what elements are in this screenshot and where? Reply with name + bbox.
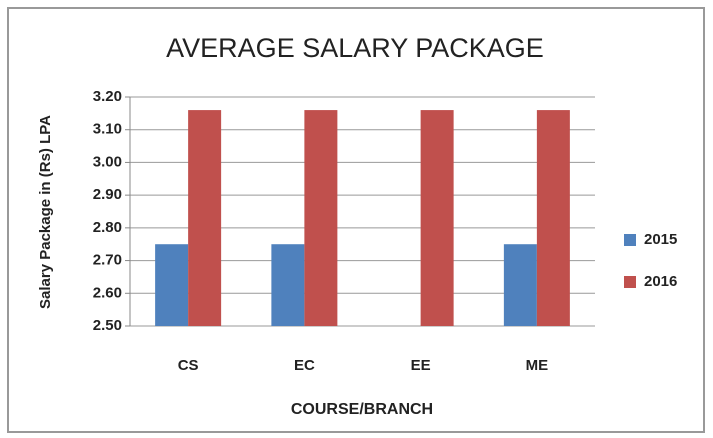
bar — [155, 244, 189, 326]
legend-swatch — [624, 234, 636, 246]
bar — [503, 244, 537, 326]
bar — [188, 110, 222, 326]
x-tick-label: EE — [411, 357, 431, 374]
y-tick-label: 3.10 — [93, 121, 122, 138]
x-axis-label: COURSE/BRANCH — [291, 401, 433, 418]
legend-label: 2016 — [644, 273, 677, 290]
x-tick-label: ME — [526, 357, 549, 374]
y-tick-label: 2.50 — [93, 317, 122, 334]
chart-title: AVERAGE SALARY PACKAGE — [166, 33, 544, 63]
legend-label: 2015 — [644, 231, 677, 248]
legend-swatch — [624, 276, 636, 288]
bar — [536, 110, 570, 326]
y-tick-label: 2.80 — [93, 219, 122, 236]
y-tick-label: 2.60 — [93, 284, 122, 301]
y-tick-label: 3.00 — [93, 153, 122, 170]
y-tick-label: 2.70 — [93, 252, 122, 269]
bar — [304, 110, 338, 326]
x-tick-label: EC — [294, 357, 315, 374]
y-tick-label: 2.90 — [93, 186, 122, 203]
bar — [271, 244, 305, 326]
y-axis-label: Salary Package in (Rs) LPA — [37, 115, 54, 309]
y-tick-label: 3.20 — [93, 88, 122, 105]
chart-border — [7, 7, 705, 433]
x-tick-label: CS — [178, 357, 199, 374]
bar — [420, 110, 454, 326]
